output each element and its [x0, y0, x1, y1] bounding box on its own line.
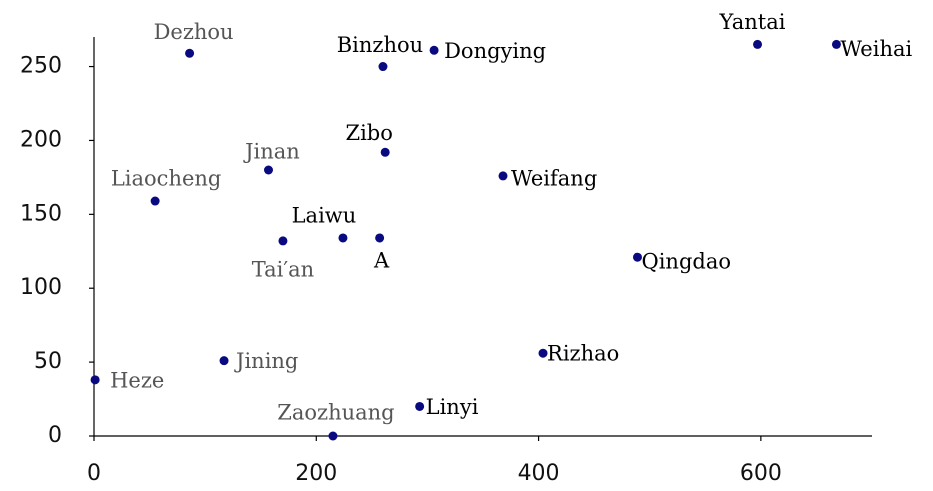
- point-label: Dezhou: [154, 20, 234, 44]
- y-tick-label: 250: [20, 54, 62, 79]
- point: [380, 147, 390, 157]
- x-tick-label: 0: [87, 461, 101, 486]
- point: [498, 171, 508, 181]
- point-label: Tai′an: [252, 257, 314, 281]
- point-label: Zibo: [345, 121, 392, 145]
- point: [185, 48, 195, 58]
- point: [328, 431, 338, 441]
- point-label: Jinan: [243, 140, 300, 164]
- point: [90, 375, 100, 385]
- point: [378, 62, 388, 72]
- point: [338, 233, 348, 243]
- point: [263, 165, 273, 175]
- point-label: Zaozhuang: [277, 401, 394, 425]
- point: [538, 348, 548, 358]
- point: [632, 252, 642, 262]
- point: [415, 401, 425, 411]
- point: [375, 233, 385, 243]
- point-label: Liaocheng: [111, 167, 222, 191]
- point-label: Weihai: [840, 37, 912, 61]
- y-tick-label: 0: [48, 423, 62, 448]
- point: [219, 356, 229, 366]
- point: [429, 45, 439, 55]
- point-label: Binzhou: [337, 33, 423, 57]
- point-label: Heze: [110, 368, 164, 392]
- x-tick-label: 400: [518, 461, 560, 486]
- point-label: Yantai: [719, 10, 786, 34]
- point: [831, 39, 841, 49]
- x-tick-label: 600: [740, 461, 782, 486]
- y-tick-label: 200: [20, 127, 62, 152]
- point: [150, 196, 160, 206]
- point-label: Weifang: [511, 166, 597, 190]
- y-tick-label: 100: [20, 275, 62, 300]
- y-tick-label: 150: [20, 201, 62, 226]
- point: [278, 236, 288, 246]
- point-label: Dongying: [444, 39, 546, 63]
- point-label: Laiwu: [292, 203, 357, 227]
- point-label: Qingdao: [641, 250, 731, 274]
- point-label: Rizhao: [547, 342, 619, 366]
- point: [753, 39, 763, 49]
- point-label: A: [373, 248, 390, 272]
- point-label: Linyi: [426, 395, 479, 419]
- point-label: Jining: [234, 349, 298, 373]
- x-tick-label: 200: [295, 461, 337, 486]
- y-tick-label: 50: [34, 349, 62, 374]
